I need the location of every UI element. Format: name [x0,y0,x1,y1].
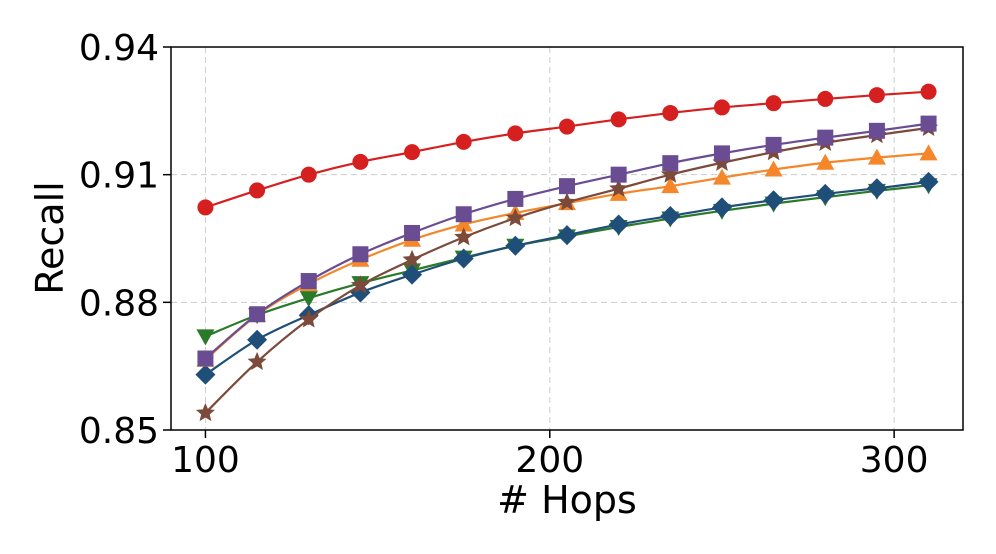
x-axis-label: # Hops [497,478,637,522]
data-point-circle [300,166,317,183]
data-point-diamond [247,329,268,350]
data-point-diamond [763,190,784,211]
y-tick-label: 0.91 [79,156,159,197]
data-point-diamond [608,214,629,235]
data-point-diamond [453,248,474,269]
data-point-star [557,192,577,211]
x-tick-label: 200 [515,440,584,481]
data-point-circle [713,99,730,116]
data-point-square [352,246,369,263]
data-point-diamond [815,183,836,204]
data-point-star [299,309,319,328]
plot-frame [170,46,964,431]
data-point-star [660,164,680,183]
data-point-star [350,275,370,294]
data-point-square [300,273,317,290]
data-point-circle [662,104,679,121]
y-tick-label: 0.85 [79,411,159,452]
x-tick-label: 100 [171,440,240,481]
data-point-triangle-up [867,148,886,165]
data-point-circle [610,111,627,128]
data-point-diamond [711,197,732,218]
series-diamond [195,171,939,385]
data-point-star [609,178,629,197]
data-point-triangle-down [299,291,318,308]
data-point-circle [404,144,421,161]
series-circle [197,83,937,216]
data-point-circle [197,199,214,216]
data-point-triangle-up [661,177,680,194]
y-tick-label: 0.94 [79,28,159,69]
data-point-circle [868,87,885,104]
x-tick-label: 300 [860,440,929,481]
series-square [197,115,937,367]
data-point-square [455,206,472,223]
data-point-square [868,122,885,139]
data-point-square [713,145,730,162]
data-point-square [920,115,937,132]
data-point-diamond [660,205,681,226]
data-point-triangle-down [196,329,215,346]
data-point-square [197,350,214,367]
data-point-triangle-up [712,168,731,185]
data-point-square [249,306,266,323]
data-point-triangle-up [454,215,473,232]
data-point-star [402,249,422,268]
data-point-star [712,152,732,171]
tick-layer: 100 200 300 0.85 0.88 0.91 0.94 [79,28,929,481]
data-point-circle [920,83,937,100]
data-point-diamond [195,364,216,385]
data-point-square [662,155,679,172]
data-point-triangle-up [816,153,835,170]
data-point-diamond [557,225,577,246]
data-point-circle [817,90,834,107]
y-tick-label: 0.88 [79,283,159,324]
data-point-star [454,227,474,246]
data-point-diamond [505,235,526,256]
data-point-circle [352,153,369,170]
data-point-circle [249,182,266,199]
data-point-star [195,402,215,422]
data-point-circle [559,118,575,135]
data-point-triangle-up [764,160,783,177]
data-point-square [559,178,575,195]
data-point-triangle-up [919,144,938,161]
data-point-circle [765,95,782,112]
data-point-diamond [402,264,423,285]
series-layer [195,83,939,422]
data-point-star [247,351,267,371]
data-point-diamond [918,171,939,192]
data-point-square [507,190,524,207]
data-point-square [817,129,834,146]
data-point-square [404,224,421,241]
data-point-circle [507,125,524,142]
data-point-square [610,166,627,183]
data-point-circle [455,133,472,150]
y-axis-label: Recall [28,181,72,294]
data-point-diamond [866,178,887,199]
data-point-star [505,208,525,227]
data-point-square [765,136,782,153]
